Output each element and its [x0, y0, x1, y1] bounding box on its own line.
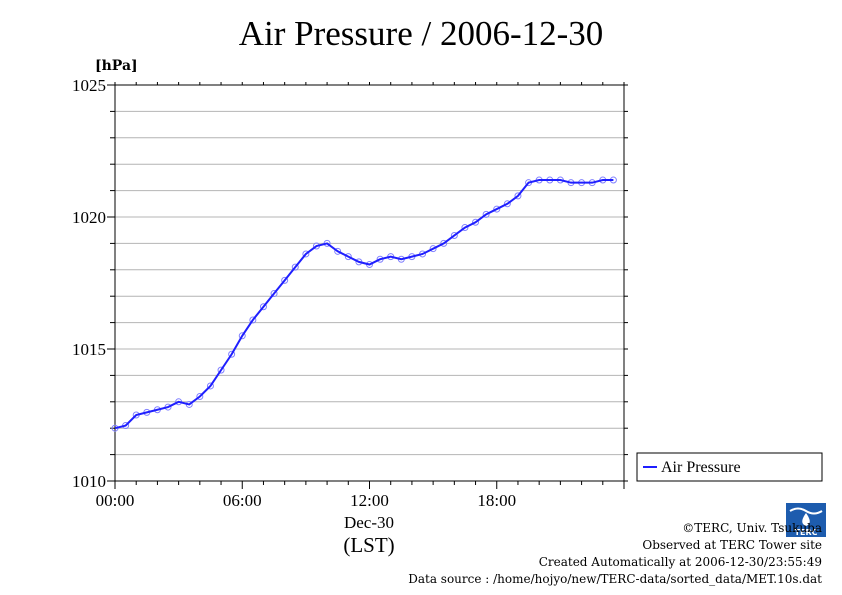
series-point — [196, 393, 204, 401]
footer-data-source: Data source : /home/hojyo/new/TERC-data/… — [408, 572, 822, 586]
x-tick-label: 00:00 — [96, 491, 135, 510]
series-point — [440, 239, 448, 247]
footer-copyright: ©TERC, Univ. Tsukuba — [682, 521, 822, 535]
series-point — [334, 247, 342, 255]
y-tick-label: 1025 — [72, 76, 106, 95]
series-point — [238, 332, 246, 340]
y-tick-label: 1020 — [72, 208, 106, 227]
series-point — [270, 290, 278, 298]
series-point — [503, 200, 511, 208]
series-point — [302, 250, 310, 258]
series-line-air-pressure — [114, 179, 614, 430]
series-point — [249, 316, 257, 324]
y-tick-label: 1015 — [72, 340, 106, 359]
y-axis-unit-label: [hPa] — [95, 58, 138, 74]
x-tick-label: 06:00 — [223, 491, 262, 510]
series-point — [493, 205, 501, 213]
footer-site: Observed at TERC Tower site — [642, 538, 822, 552]
chart-title: Air Pressure / 2006-12-30 — [238, 14, 604, 53]
series-point — [228, 350, 236, 358]
series-point — [259, 303, 267, 311]
series-point — [514, 192, 522, 200]
footer-created: Created Automatically at 2006-12-30/23:5… — [538, 555, 822, 569]
terc-logo-icon: TERC — [786, 503, 826, 537]
series-point — [281, 276, 289, 284]
series-point — [206, 382, 214, 390]
plot-frame — [114, 84, 625, 482]
terc-logo-text: TERC — [795, 528, 818, 537]
series-point — [344, 253, 352, 261]
x-tick-label: 18:00 — [477, 491, 516, 510]
series-point — [217, 366, 225, 374]
series-point — [450, 231, 458, 239]
y-tick-label: 1010 — [72, 472, 106, 491]
x-axis-date-label: Dec-30 — [344, 513, 394, 532]
series-point — [429, 245, 437, 253]
series-point — [482, 210, 490, 218]
legend: Air Pressure — [636, 452, 823, 482]
legend-label: Air Pressure — [661, 459, 741, 476]
x-tick-label: 12:00 — [350, 491, 389, 510]
series-point — [291, 263, 299, 271]
series-point — [472, 218, 480, 226]
legend-box — [636, 452, 823, 482]
series-point — [461, 224, 469, 232]
x-axis-label: (LST) — [343, 533, 394, 557]
